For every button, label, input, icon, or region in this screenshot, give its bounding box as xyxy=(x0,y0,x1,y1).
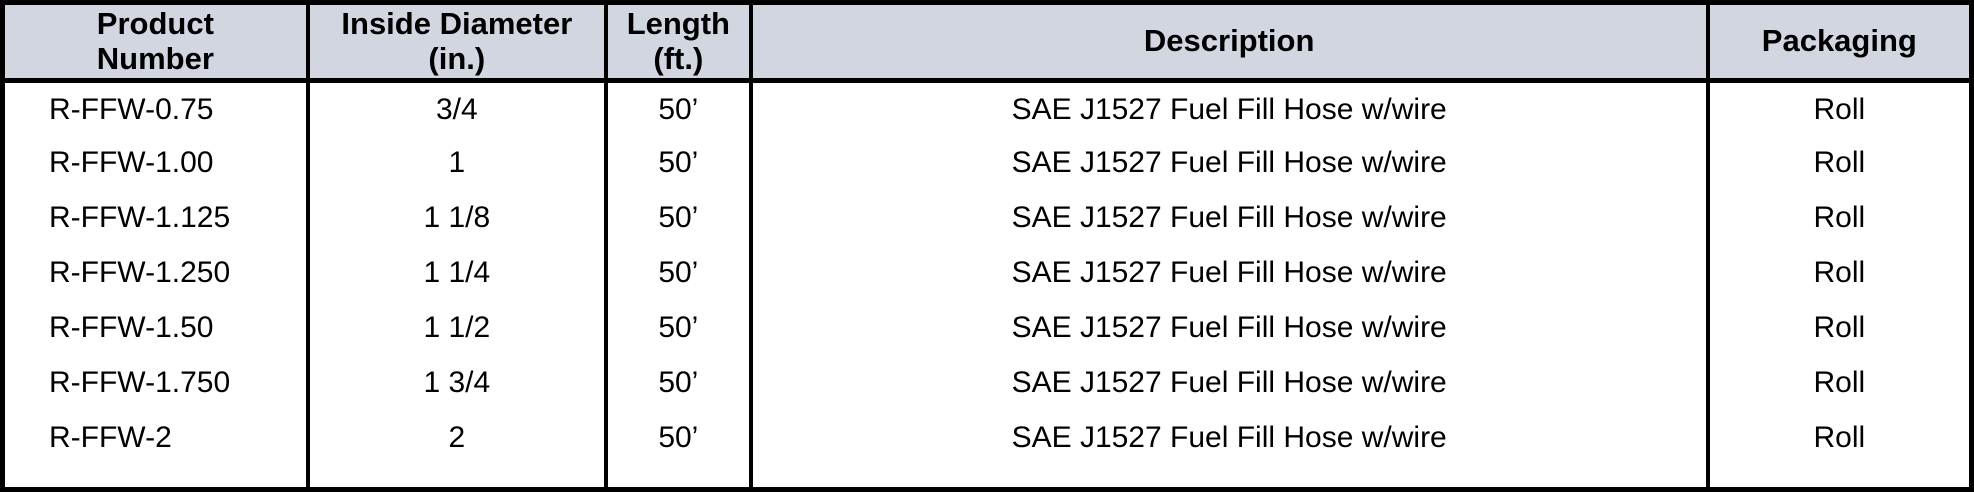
cell-inside-diameter: 1 3/4 xyxy=(305,355,606,411)
cell-product-number: R-FFW-1.00 xyxy=(2,135,308,191)
cell-length: 50’ xyxy=(603,245,751,301)
cell-product-number: R-FFW-0.75 xyxy=(2,80,308,136)
cell-length: 50’ xyxy=(603,410,751,466)
cell-length: 50’ xyxy=(603,135,751,191)
cell-description: SAE J1527 Fuel Fill Hose w/wire xyxy=(748,80,1708,136)
cell-inside-diameter: 1 1/2 xyxy=(305,300,606,356)
table-bottom-spacer xyxy=(2,465,1972,490)
cell-packaging: Roll xyxy=(1705,300,1972,356)
cell-length: 50’ xyxy=(603,80,751,136)
cell-description: SAE J1527 Fuel Fill Hose w/wire xyxy=(748,190,1708,246)
header-description: Description xyxy=(748,2,1708,84)
cell-packaging: Roll xyxy=(1705,80,1972,136)
spacer-cell xyxy=(748,465,1708,490)
cell-product-number: R-FFW-1.50 xyxy=(2,300,308,356)
table-row: R-FFW-0.75 3/4 50’ SAE J1527 Fuel Fill H… xyxy=(2,80,1972,136)
header-row: Product Number Inside Diameter (in.) Len… xyxy=(2,2,1972,84)
cell-description: SAE J1527 Fuel Fill Hose w/wire xyxy=(748,410,1708,466)
header-inside-diameter: Inside Diameter (in.) xyxy=(305,2,606,84)
cell-inside-diameter: 1 xyxy=(305,135,606,191)
table-row: R-FFW-1.00 1 50’ SAE J1527 Fuel Fill Hos… xyxy=(2,135,1972,191)
table-row: R-FFW-1.125 1 1/8 50’ SAE J1527 Fuel Fil… xyxy=(2,190,1972,246)
cell-packaging: Roll xyxy=(1705,135,1972,191)
cell-inside-diameter: 1 1/8 xyxy=(305,190,606,246)
cell-length: 50’ xyxy=(603,300,751,356)
cell-description: SAE J1527 Fuel Fill Hose w/wire xyxy=(748,245,1708,301)
table-row: R-FFW-1.250 1 1/4 50’ SAE J1527 Fuel Fil… xyxy=(2,245,1972,301)
cell-length: 50’ xyxy=(603,355,751,411)
cell-inside-diameter: 1 1/4 xyxy=(305,245,606,301)
spacer-cell xyxy=(305,465,606,490)
cell-product-number: R-FFW-1.250 xyxy=(2,245,308,301)
cell-description: SAE J1527 Fuel Fill Hose w/wire xyxy=(748,355,1708,411)
cell-product-number: R-FFW-1.750 xyxy=(2,355,308,411)
cell-length: 50’ xyxy=(603,190,751,246)
cell-inside-diameter: 2 xyxy=(305,410,606,466)
cell-description: SAE J1527 Fuel Fill Hose w/wire xyxy=(748,300,1708,356)
header-length: Length (ft.) xyxy=(603,2,751,84)
header-product-number: Product Number xyxy=(2,2,308,84)
cell-packaging: Roll xyxy=(1705,245,1972,301)
table-row: R-FFW-1.750 1 3/4 50’ SAE J1527 Fuel Fil… xyxy=(2,355,1972,411)
spacer-cell xyxy=(2,465,308,490)
cell-product-number: R-FFW-1.125 xyxy=(2,190,308,246)
header-packaging: Packaging xyxy=(1705,2,1972,84)
cell-inside-diameter: 3/4 xyxy=(305,80,606,136)
cell-packaging: Roll xyxy=(1705,355,1972,411)
cell-description: SAE J1527 Fuel Fill Hose w/wire xyxy=(748,135,1708,191)
spacer-cell xyxy=(603,465,751,490)
table-row: R-FFW-2 2 50’ SAE J1527 Fuel Fill Hose w… xyxy=(2,410,1972,466)
spacer-cell xyxy=(1705,465,1972,490)
cell-packaging: Roll xyxy=(1705,190,1972,246)
cell-product-number: R-FFW-2 xyxy=(2,410,308,466)
cell-packaging: Roll xyxy=(1705,410,1972,466)
table-row: R-FFW-1.50 1 1/2 50’ SAE J1527 Fuel Fill… xyxy=(2,300,1972,356)
